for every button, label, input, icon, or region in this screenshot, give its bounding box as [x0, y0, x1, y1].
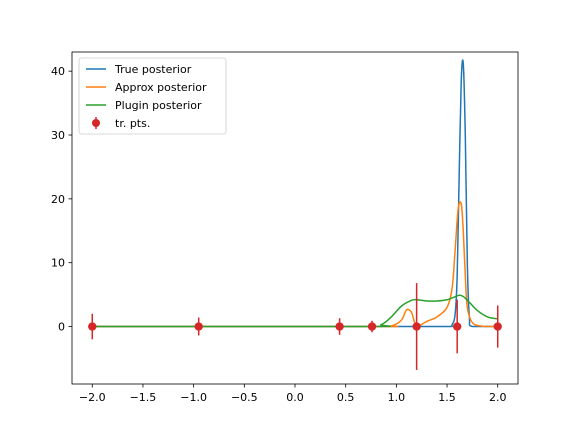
errorbar-layer — [88, 283, 502, 370]
data-point-0 — [88, 322, 97, 331]
legend-label-plugin-posterior: Plugin posterior — [115, 99, 202, 112]
data-point-6 — [493, 322, 502, 331]
data-point-4 — [412, 322, 421, 331]
y-tick-label-1: 10 — [51, 257, 65, 270]
data-point-2 — [335, 322, 344, 331]
x-tick-label-8: 2.0 — [489, 391, 507, 404]
x-tick-label-1: −1.5 — [130, 391, 157, 404]
data-point-1 — [194, 322, 203, 331]
axes-layer: −2.0 −1.5 −1.0 −0.5 0.0 0.5 1.0 1.5 2.0 0 10 20 30 40 — [51, 65, 506, 404]
x-tick-label-3: −0.5 — [231, 391, 258, 404]
legend-box — [78, 57, 227, 135]
legend-marker-swatch — [92, 119, 100, 127]
x-tick-label-2: −1.0 — [180, 391, 207, 404]
x-tick-label-5: 0.5 — [337, 391, 355, 404]
y-tick-label-4: 40 — [51, 65, 65, 78]
x-tick-label-6: 1.0 — [388, 391, 406, 404]
x-tick-label-4: 0.0 — [286, 391, 304, 404]
y-tick-label-0: 0 — [58, 321, 65, 334]
legend-label-approx-posterior: Approx posterior — [115, 81, 207, 94]
data-point-5 — [452, 322, 462, 331]
x-tick-label-0: −2.0 — [79, 391, 106, 404]
legend: True posterior Approx posterior Plugin pos… — [78, 57, 227, 135]
legend-label-true-posterior: True posterior — [114, 63, 192, 76]
data-point-3 — [367, 322, 377, 331]
series-layer — [92, 59, 498, 328]
y-tick-label-2: 20 — [51, 193, 65, 206]
series-line-true-posterior — [92, 59, 498, 328]
legend-label-tr-pts-: tr. pts. — [115, 117, 150, 130]
x-tick-label-7: 1.5 — [438, 391, 456, 404]
y-tick-label-3: 30 — [51, 129, 65, 142]
series-line-plugin-posterior — [92, 294, 498, 328]
